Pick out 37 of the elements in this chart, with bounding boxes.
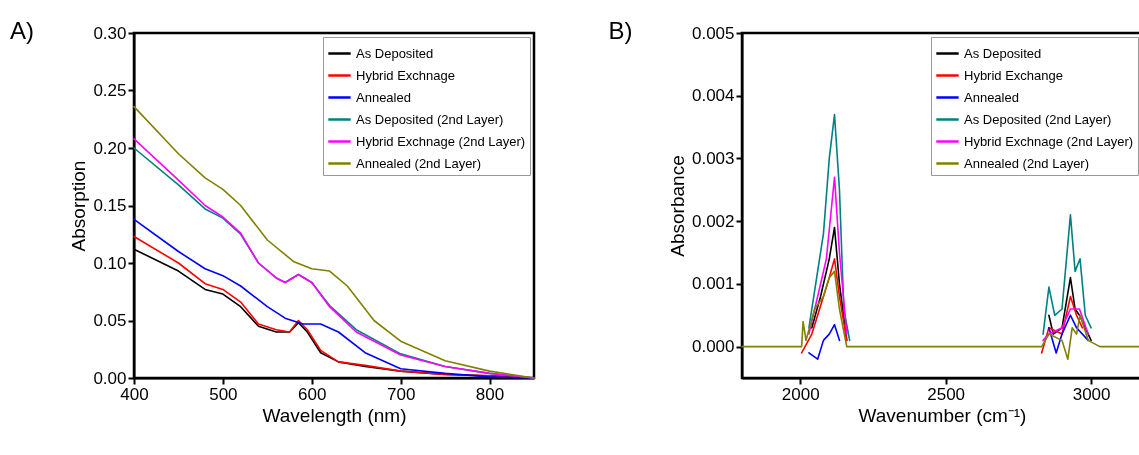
text: B)	[608, 17, 633, 44]
legend-label: Hybrid Exchnage (2nd Layer)	[964, 133, 1134, 149]
y-tick-label: 0.25	[93, 81, 127, 100]
legend-label: Hybrid Exchnage	[356, 67, 455, 83]
legend-label: As Deposited	[964, 45, 1042, 61]
x-tick-label: 2500	[927, 384, 966, 404]
legend-label: As Deposited	[356, 45, 434, 61]
x-axis-title: Wavenumber (cm⁻¹)	[858, 404, 1027, 426]
y-tick-label: 0.002	[691, 211, 735, 231]
legend-label: As Deposited (2nd Layer)	[356, 111, 504, 127]
y-tick-label: 0.15	[93, 196, 127, 215]
x-tick-label: 600	[298, 384, 327, 404]
y-axis-title: Absorbance	[666, 155, 688, 257]
y-tick-label: 0.30	[93, 23, 127, 43]
y-axis-title: Absorption	[68, 160, 90, 252]
y-tick-label: 0.001	[691, 274, 735, 294]
y-tick-label: 0.000	[691, 337, 735, 357]
legend-label: Annealed	[356, 89, 411, 105]
x-axis-title: Wavelength (nm)	[262, 404, 407, 426]
y-tick-label: 0.003	[691, 148, 735, 168]
y-tick-label: 0.05	[93, 311, 127, 330]
legend-label: Annealed	[964, 89, 1019, 105]
y-tick-label: 0.004	[691, 86, 735, 106]
x-tick-label: 700	[386, 384, 416, 404]
legend-label: Hybrid Exchange	[964, 67, 1063, 83]
y-tick-label: 0.10	[93, 253, 127, 273]
text: A)	[9, 17, 34, 44]
y-tick-label: 0.20	[93, 138, 127, 158]
legend-label: Annealed (2nd Layer)	[964, 155, 1090, 171]
x-tick-label: 800	[475, 384, 505, 404]
legend-label: As Deposited (2nd Layer)	[964, 111, 1112, 127]
legend-label: Hybrid Exchnage (2nd Layer)	[356, 133, 526, 149]
legend-label: Annealed (2nd Layer)	[356, 155, 482, 171]
x-tick-label: 3000	[1072, 384, 1111, 404]
x-tick-label: 500	[209, 384, 238, 404]
y-tick-label: 0.005	[691, 23, 735, 43]
x-tick-label: 2000	[781, 384, 820, 404]
